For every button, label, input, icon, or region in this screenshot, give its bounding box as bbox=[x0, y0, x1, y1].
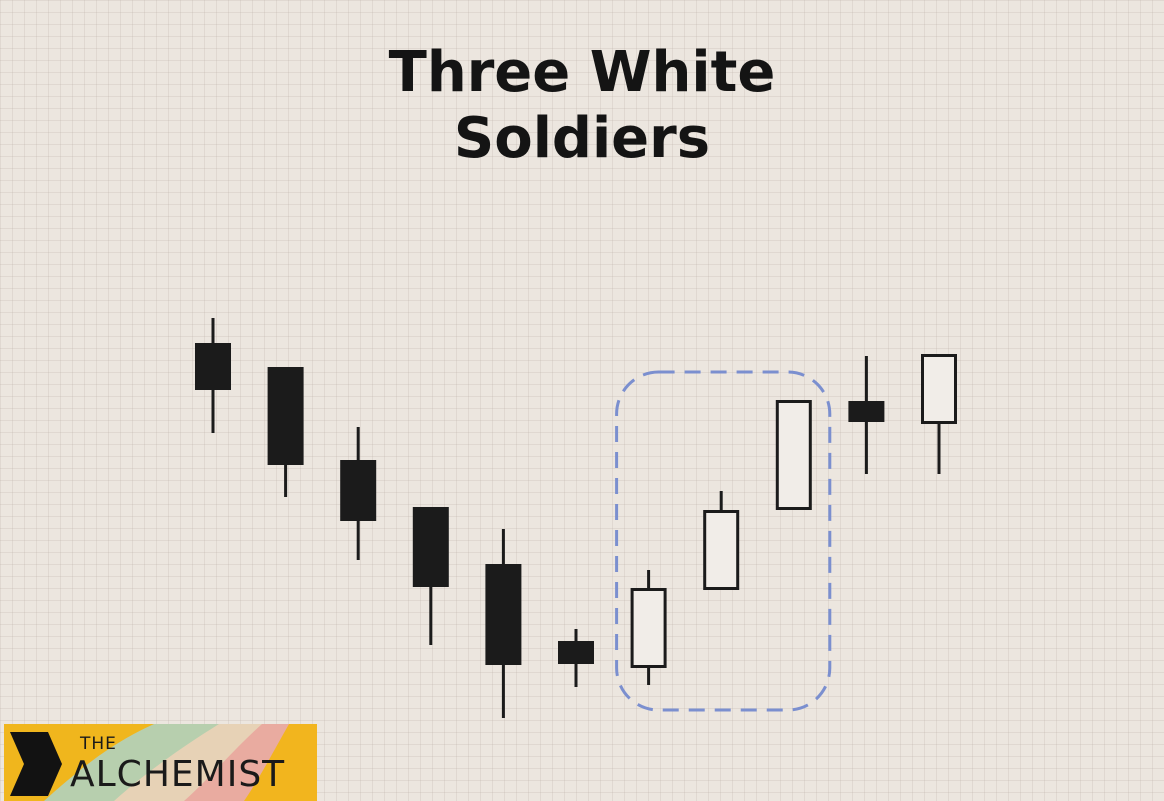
logo-the-text: THE bbox=[80, 734, 117, 754]
candle-4 bbox=[412, 507, 449, 645]
candle-7 bbox=[630, 570, 667, 685]
logo-background bbox=[4, 724, 317, 801]
candle-body bbox=[267, 367, 304, 465]
pattern-highlight-box bbox=[615, 370, 832, 712]
candle-body bbox=[485, 564, 522, 665]
title-line-2: Soldiers bbox=[453, 106, 711, 171]
candle-body bbox=[195, 343, 231, 390]
candle-body bbox=[921, 354, 957, 424]
candle-body bbox=[558, 641, 594, 664]
logo-k-mark bbox=[10, 732, 62, 796]
candle-body bbox=[703, 510, 740, 590]
candle-1 bbox=[195, 318, 231, 433]
candle-body bbox=[775, 400, 812, 510]
candle-6 bbox=[558, 629, 594, 687]
candle-10 bbox=[848, 356, 885, 474]
candle-5 bbox=[485, 529, 522, 718]
candle-3 bbox=[340, 427, 377, 560]
candle-8 bbox=[703, 491, 740, 590]
alchemist-logo: THE ALCHEMIST bbox=[4, 724, 317, 801]
title-line-1: Three White bbox=[388, 40, 776, 105]
candle-9 bbox=[775, 400, 812, 510]
candle-11 bbox=[921, 354, 957, 474]
candle-body bbox=[340, 460, 377, 521]
logo-main-text: ALCHEMIST bbox=[70, 754, 286, 795]
candle-body bbox=[848, 401, 885, 422]
page-title: Three White Soldiers bbox=[0, 40, 1164, 172]
candle-2 bbox=[267, 367, 304, 497]
candle-body bbox=[412, 507, 449, 587]
candle-body bbox=[630, 588, 667, 668]
